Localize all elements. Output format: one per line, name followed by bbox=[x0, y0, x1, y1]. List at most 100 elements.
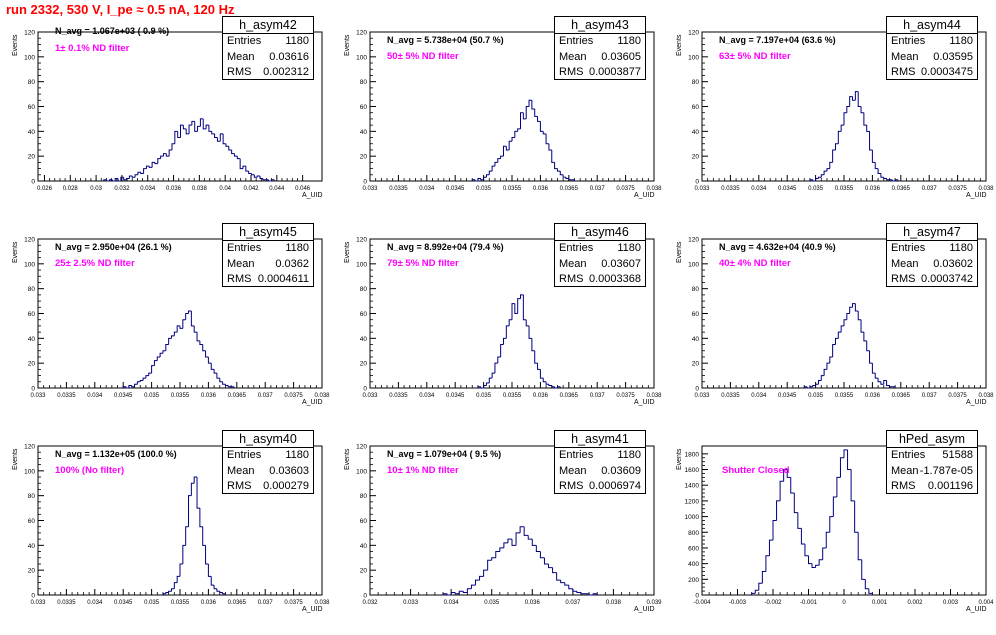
histogram-bin bbox=[225, 143, 229, 147]
x-tick-label: 0.034 bbox=[87, 600, 103, 606]
histogram-bin bbox=[531, 100, 535, 110]
x-tick-label: 0.039 bbox=[646, 600, 662, 606]
x-tick-label: 0.0365 bbox=[228, 600, 247, 606]
histogram-panel: 0 20 40 60 80 100 120 0.033 0.0335 0.034 0.0345 0.0… bbox=[664, 14, 996, 221]
histogram-bin bbox=[829, 161, 833, 169]
stats-key: RMS bbox=[559, 273, 584, 285]
histogram-bin bbox=[554, 162, 558, 170]
histogram-bin bbox=[843, 319, 847, 326]
histogram-bin bbox=[270, 179, 275, 181]
histogram-bin bbox=[809, 386, 813, 388]
x-tick-label: 0.044 bbox=[269, 186, 285, 192]
stats-value: 1180 bbox=[285, 35, 309, 47]
x-tick-label: 0.0375 bbox=[284, 393, 303, 399]
histogram-bin bbox=[479, 575, 484, 581]
histogram-bin bbox=[888, 385, 893, 388]
stats-row-rms: RMS 0.001196 bbox=[887, 479, 977, 495]
x-tick-label: 0.035 bbox=[476, 186, 492, 192]
y-tick-label: 800 bbox=[688, 530, 699, 537]
filter-label: 40± 4% ND filter bbox=[719, 258, 791, 269]
x-tick-label: 0.034 bbox=[140, 186, 156, 192]
histogram-bin bbox=[869, 350, 873, 364]
histogram-bin bbox=[542, 378, 547, 383]
x-tick-label: 0.038 bbox=[978, 393, 994, 399]
histogram-bin bbox=[495, 551, 500, 558]
histogram-bin bbox=[836, 476, 841, 497]
x-tick-label: 0.034 bbox=[751, 186, 767, 192]
histogram-bin bbox=[556, 572, 561, 581]
stats-row-mean: Mean 0.03595 bbox=[887, 50, 977, 66]
filter-label: 25± 2.5% ND filter bbox=[55, 258, 135, 269]
histogram-bin bbox=[761, 570, 766, 584]
x-tick-label: 0.0335 bbox=[389, 393, 408, 399]
histogram-bin bbox=[535, 545, 541, 553]
stats-key: Mean bbox=[227, 257, 255, 270]
histogram-bin bbox=[894, 179, 898, 181]
x-tick-label: 0.035 bbox=[144, 600, 160, 606]
histogram-bin bbox=[849, 306, 853, 314]
stats-row-entries: Entries 1180 bbox=[887, 241, 977, 257]
y-tick-label: 100 bbox=[356, 261, 367, 268]
stats-value: 1180 bbox=[285, 242, 309, 254]
y-tick-label: 1600 bbox=[685, 467, 700, 474]
stats-key: RMS bbox=[891, 273, 916, 285]
stats-key: Entries bbox=[227, 35, 262, 47]
histogram-bin bbox=[499, 547, 504, 552]
histogram-bin bbox=[193, 325, 198, 333]
histogram-bin bbox=[517, 128, 521, 132]
stats-key: RMS bbox=[891, 66, 916, 78]
histogram-bin bbox=[157, 158, 161, 164]
y-tick-label: 40 bbox=[360, 336, 368, 343]
x-tick-label: 0.0355 bbox=[171, 600, 190, 606]
x-tick-label: 0.036 bbox=[166, 186, 182, 192]
x-tick-label: 0.037 bbox=[258, 393, 274, 399]
histogram-bin bbox=[822, 547, 827, 560]
histogram-bin bbox=[128, 175, 133, 179]
histogram-bin bbox=[551, 385, 555, 388]
histogram-bin bbox=[525, 319, 530, 327]
x-tick-label: 0.002 bbox=[907, 600, 923, 606]
x-tick-label: 0 bbox=[842, 600, 846, 606]
stats-value: 51588 bbox=[942, 449, 973, 461]
histogram-bin bbox=[176, 325, 180, 333]
histogram-bin bbox=[177, 131, 181, 139]
histogram-bin bbox=[488, 170, 493, 175]
filter-label: 10± 1% ND filter bbox=[387, 465, 459, 476]
y-tick-label: 20 bbox=[360, 568, 368, 575]
stats-key: RMS bbox=[227, 480, 252, 492]
histogram-plot: 0 20 40 60 80 100 120 0.026 0.028 0.03 0.032 0.034 0… bbox=[24, 30, 323, 192]
histogram-bin bbox=[502, 145, 507, 157]
histogram-bin bbox=[162, 153, 167, 157]
x-tick-label: 0.001 bbox=[872, 600, 888, 606]
histogram-bin bbox=[751, 592, 756, 595]
histogram-bin bbox=[790, 477, 795, 494]
histogram-plot: 0 20 40 60 80 100 120 0.033 0.0335 0.034 0.0345 0.0… bbox=[24, 444, 330, 607]
histogram-bin bbox=[815, 564, 820, 568]
histogram-bin bbox=[854, 303, 859, 312]
histogram-bin bbox=[783, 469, 788, 482]
stats-row-mean: Mean 0.03603 bbox=[223, 464, 313, 480]
stats-row-entries: Entries 1180 bbox=[223, 241, 313, 257]
histogram-bin bbox=[483, 569, 488, 577]
histogram-name: h_asym41 bbox=[555, 431, 645, 448]
stats-row-mean: Mean 0.03602 bbox=[887, 257, 977, 273]
histogram-panel: 0 20 40 60 80 100 120 0.033 0.0335 0.034 0.0345 0.0… bbox=[332, 221, 664, 428]
y-tick-label: 0 bbox=[695, 386, 699, 393]
histogram-bin bbox=[511, 303, 515, 320]
histogram-bin bbox=[866, 340, 870, 352]
histogram-plot: 0 20 40 60 80 100 120 0.032 0.033 0.034 0.035 0.036… bbox=[356, 444, 662, 607]
histogram-bin bbox=[837, 130, 842, 144]
histogram-bin bbox=[871, 149, 876, 163]
histogram-bin bbox=[857, 91, 862, 107]
y-tick-label: 60 bbox=[360, 104, 368, 111]
histogram-bin bbox=[137, 171, 141, 175]
histogram-panel: 0 20 40 60 80 100 120 0.033 0.0335 0.034 0.0345 0.0… bbox=[0, 221, 332, 428]
x-tick-label: 0.028 bbox=[63, 186, 79, 192]
histogram-bin bbox=[219, 378, 223, 383]
histogram-bin bbox=[834, 143, 839, 150]
histogram-bin bbox=[202, 526, 206, 546]
histogram-bin bbox=[514, 130, 518, 138]
stats-box: h_asym45 Entries 1180 Mean 0.0362 RMS 0.000461… bbox=[222, 223, 314, 287]
filter-label: 63± 5% ND filter bbox=[719, 51, 791, 62]
histogram-panel: 0 20 40 60 80 100 120 0.032 0.033 0.034 0.035 0.036… bbox=[332, 428, 664, 635]
